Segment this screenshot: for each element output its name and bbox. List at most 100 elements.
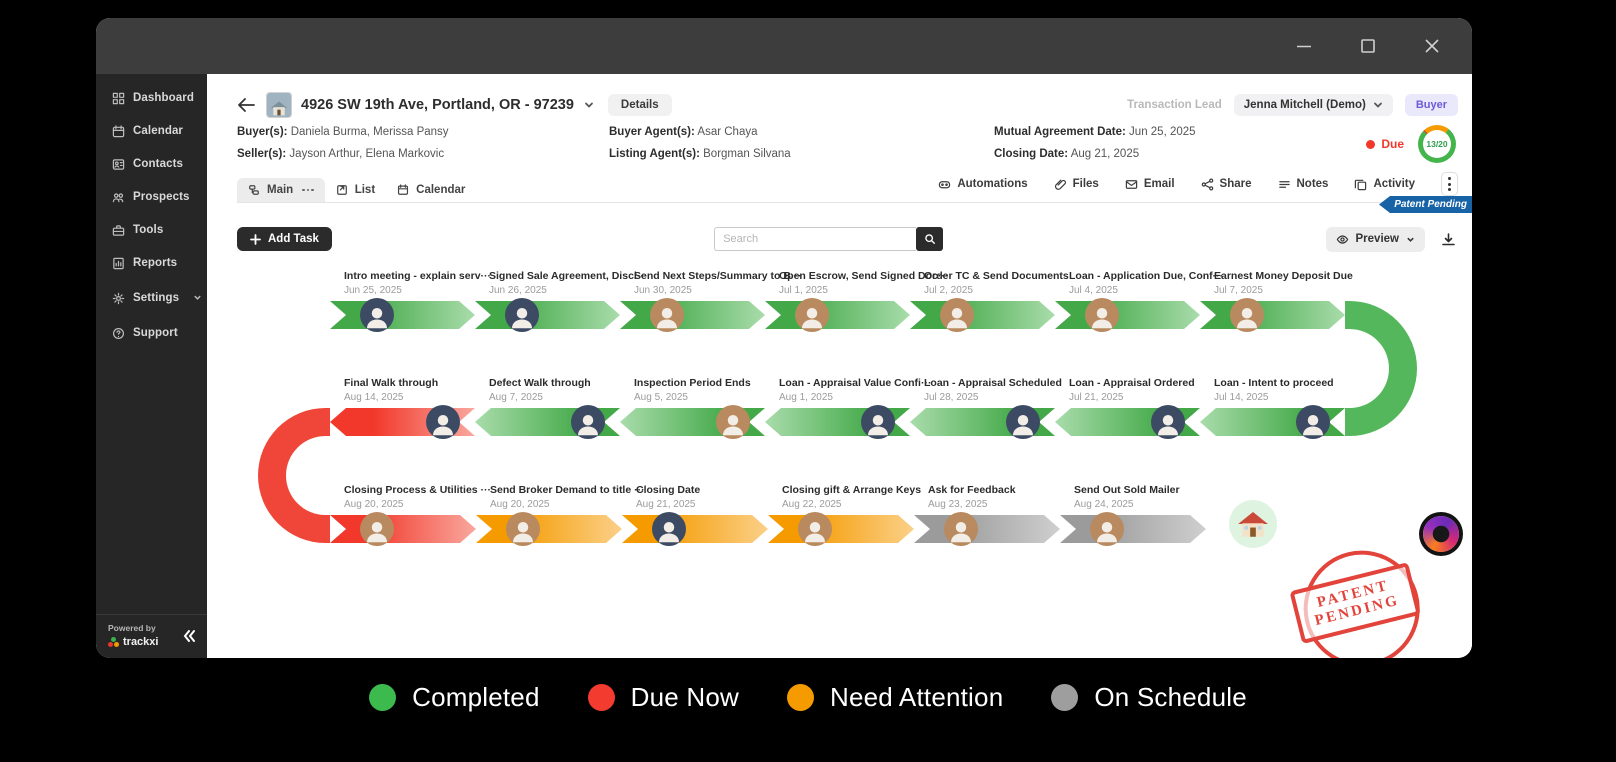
avatar [360, 298, 394, 332]
transaction-lead-select[interactable]: Jenna Mitchell (Demo) [1233, 94, 1393, 116]
activity-button[interactable]: Activity [1354, 178, 1415, 191]
minimize-button[interactable] [1294, 36, 1314, 56]
avatar [1006, 405, 1040, 439]
sidebar-item-prospects[interactable]: Prospects [109, 185, 207, 209]
task-segment[interactable]: Earnest Money Deposit Due Jul 7, 2025 [1200, 270, 1353, 332]
sidebar-item-calendar[interactable]: Calendar [109, 119, 207, 143]
task-label: Final Walk through Aug 14, 2025 [344, 377, 439, 403]
task-arrow [1200, 301, 1345, 329]
task-label: Closing gift & Arrange Keys Aug 22, 2025 [782, 484, 922, 510]
brand-logo-icon [108, 636, 119, 648]
toolbar-label: Automations [957, 178, 1028, 190]
chevron-down-icon [193, 289, 202, 307]
add-task-button[interactable]: Add Task [237, 227, 332, 251]
back-button[interactable] [237, 95, 257, 115]
share-button[interactable]: Share [1201, 178, 1252, 191]
email-icon [1125, 179, 1138, 189]
email-button[interactable]: Email [1125, 178, 1175, 191]
files-button[interactable]: Files [1054, 178, 1099, 191]
legend-item-need-attention: Need Attention [786, 682, 1003, 713]
maximize-button[interactable] [1358, 36, 1378, 56]
task-segment[interactable]: Send Broker Demand to title ··· Aug 20, 2… [476, 484, 645, 546]
tab-calendar[interactable]: Calendar [386, 178, 476, 202]
task-segment[interactable]: Final Walk through Aug 14, 2025 [330, 377, 475, 439]
download-button[interactable] [1441, 232, 1456, 247]
task-segment[interactable]: Loan - Appraisal Ordered Jul 21, 2025 [1055, 377, 1200, 439]
task-segment[interactable]: Loan - Appraisal Scheduled Jul 28, 2025 [910, 377, 1062, 439]
status-legend: Completed Due Now Need Attention On Sche… [0, 682, 1616, 713]
search-input[interactable] [714, 227, 917, 251]
task-arrow [330, 301, 475, 329]
avatar [716, 405, 750, 439]
task-label: Loan - Appraisal Ordered Jul 21, 2025 [1069, 377, 1195, 403]
task-segment[interactable]: Open Escrow, Send Signed Doc··· Jul 1, 20… [765, 270, 948, 332]
patent-pending-ribbon: Patent Pending [1379, 196, 1472, 213]
task-segment[interactable]: Ask for Feedback Aug 23, 2025 [914, 484, 1060, 546]
actions-row: Add Task Preview [237, 225, 1472, 253]
avatar [944, 512, 978, 546]
avatar [571, 405, 605, 439]
task-segment[interactable]: Inspection Period Ends Aug 5, 2025 [620, 377, 765, 439]
task-arrow [768, 515, 914, 543]
transaction-lead-label: Transaction Lead [1127, 99, 1222, 111]
task-segment[interactable]: Send Next Steps/Summary to B··· Jun 30, 2… [620, 270, 801, 332]
task-segment[interactable]: Intro meeting - explain serv··· Jun 25, 2… [330, 270, 491, 332]
task-segment[interactable]: Closing gift & Arrange Keys Aug 22, 2025 [768, 484, 921, 546]
sidebar-item-dashboard[interactable]: Dashboard [109, 86, 207, 110]
task-arrow [1060, 515, 1206, 543]
task-segment[interactable]: Closing Process & Utilities ··· Aug 20, 2… [330, 484, 491, 546]
on-schedule-dot-icon [1051, 684, 1079, 711]
task-segment[interactable]: Order TC & Send Documents Jul 2, 2025 [910, 270, 1069, 332]
automations-button[interactable]: Automations [938, 178, 1028, 191]
task-arrow [330, 515, 476, 543]
task-arrow [910, 301, 1055, 329]
sidebar-item-tools[interactable]: Tools [109, 218, 207, 242]
task-arrow [622, 515, 768, 543]
toolbar-label: Share [1219, 178, 1252, 190]
tabs-bar: Main List Calendar Automations Files [237, 172, 1472, 203]
tab-list[interactable]: List [325, 178, 386, 202]
close-button[interactable] [1422, 36, 1442, 56]
sidebar-item-contacts[interactable]: Contacts [109, 152, 207, 176]
sidebar-item-support[interactable]: Support [109, 321, 207, 345]
notes-button[interactable]: Notes [1278, 178, 1328, 191]
sidebar-item-label: Reports [133, 257, 178, 269]
buyers-line: Buyer(s): Daniela Burma, Merissa Pansy [237, 126, 449, 138]
brand-name: trackxi [123, 636, 159, 648]
preview-button[interactable]: Preview [1325, 226, 1425, 252]
avatar [426, 405, 460, 439]
tab-main[interactable]: Main [237, 178, 325, 202]
due-indicator: Due [1366, 137, 1404, 151]
task-segment[interactable]: Defect Walk through Aug 7, 2025 [475, 377, 620, 439]
task-segment[interactable]: Send Out Sold Mailer Aug 24, 2025 [1060, 484, 1206, 546]
avatar [861, 405, 895, 439]
tab-more-icon[interactable] [302, 188, 314, 192]
legend-label: Completed [412, 682, 540, 712]
closing-house-icon [1229, 500, 1277, 548]
role-badge: Buyer [1404, 94, 1458, 116]
property-thumbnail [266, 92, 292, 118]
sidebar-item-reports[interactable]: Reports [109, 251, 207, 275]
sidebar-collapse-button[interactable] [181, 628, 197, 644]
transaction-info: Buyer(s): Daniela Burma, Merissa Pansy S… [237, 125, 1472, 163]
sidebar-item-settings[interactable]: Settings [109, 284, 207, 312]
search-button[interactable] [916, 227, 944, 251]
task-segment[interactable]: Signed Sale Agreement, Discl··· Jun 26, 2… [475, 270, 647, 332]
closing-date-line: Closing Date: Aug 21, 2025 [994, 148, 1140, 160]
reports-icon [111, 256, 125, 270]
task-label: Loan - Appraisal Scheduled Jul 28, 2025 [924, 377, 1062, 403]
task-label: Closing Process & Utilities ··· Aug 20, 2… [344, 484, 492, 510]
task-arrow [765, 301, 910, 329]
task-segment[interactable]: Loan - Application Due, Conf··· Jul 4, 20… [1055, 270, 1223, 332]
task-segment[interactable]: Loan - Appraisal Value Confi··· Aug 1, 20… [765, 377, 931, 439]
details-button[interactable]: Details [607, 94, 672, 116]
powered-by-label: Powered by [108, 623, 156, 633]
task-segment[interactable]: Loan - Intent to proceed Jul 14, 2025 [1200, 377, 1345, 439]
address-chevron-down-icon[interactable] [584, 100, 594, 110]
sidebar-footer: Powered by trackxi [96, 614, 207, 658]
task-segment[interactable]: Closing Date Aug 21, 2025 [622, 484, 768, 546]
due-now-dot-icon [587, 684, 615, 711]
avatar [652, 512, 686, 546]
more-options-kebab-icon[interactable] [1441, 172, 1458, 196]
task-label: Send Out Sold Mailer Aug 24, 2025 [1074, 484, 1180, 510]
